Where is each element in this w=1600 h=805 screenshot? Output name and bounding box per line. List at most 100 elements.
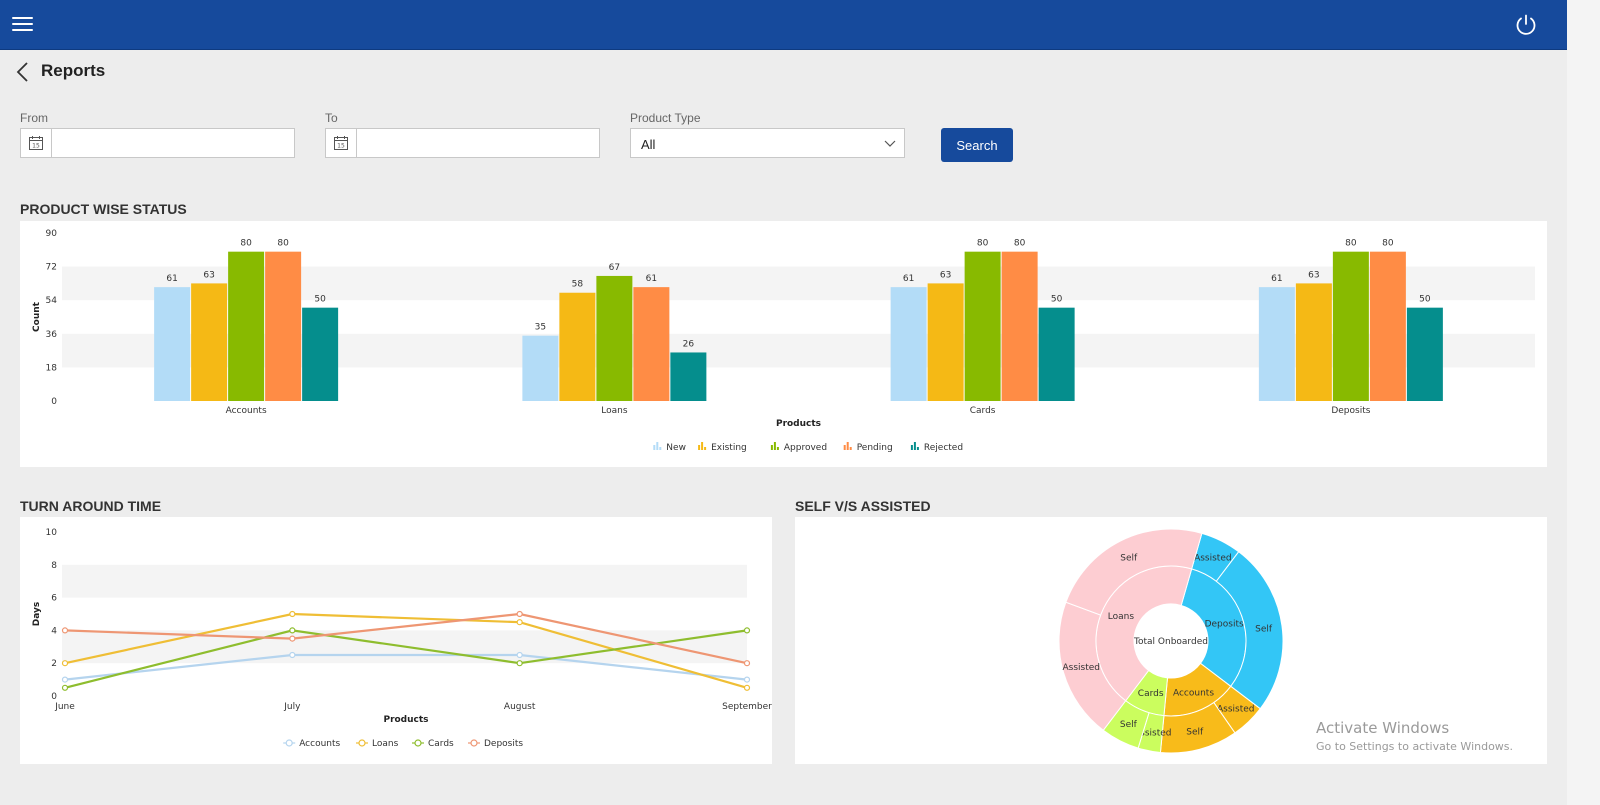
legend-item: Accounts <box>299 739 340 749</box>
data-label: 61 <box>903 274 914 284</box>
data-label: 50 <box>1419 295 1431 305</box>
data-point <box>61 627 69 634</box>
data-point <box>516 660 523 667</box>
outer-segment-self <box>1065 528 1203 616</box>
activate-windows-title: Activate Windows <box>1316 719 1450 737</box>
legend-icon <box>412 739 424 747</box>
activate-windows-subtitle: Go to Settings to activate Windows. <box>1316 740 1514 753</box>
x-tick-label: August <box>504 702 536 712</box>
data-label: 67 <box>609 263 620 273</box>
legend-icon <box>653 442 662 450</box>
x-tick-label: Accounts <box>226 406 267 416</box>
data-point <box>289 610 296 618</box>
y-tick-label: 4 <box>51 626 57 636</box>
y-tick-label: 54 <box>46 296 58 306</box>
from-date-field[interactable]: 15 <box>20 128 295 158</box>
bar-new <box>154 287 191 401</box>
bar-new <box>890 287 927 401</box>
data-point <box>516 651 523 659</box>
bar-pending <box>1369 251 1406 401</box>
page-title: Reports <box>41 61 106 80</box>
series-line-loans <box>64 612 748 689</box>
y-tick-label: 2 <box>51 659 57 669</box>
self-vs-assisted-title: SELF V/S ASSISTED <box>795 498 931 514</box>
page-scrollbar[interactable] <box>1567 0 1600 805</box>
bar-approved <box>596 275 633 401</box>
y-tick-label: 90 <box>46 229 58 239</box>
bar-approved <box>1332 251 1369 401</box>
x-tick-label: Loans <box>601 406 628 416</box>
outer-segment-label: Self <box>1255 624 1273 634</box>
turn-around-time-title: TURN AROUND TIME <box>20 498 162 514</box>
inner-segment-label: Accounts <box>1173 688 1214 698</box>
legend-item: Rejected <box>924 443 963 453</box>
chevron-down-icon <box>884 140 896 147</box>
data-point <box>516 619 523 626</box>
data-point <box>289 651 296 659</box>
outer-segment-label: Self <box>1120 554 1138 564</box>
series-line-accounts <box>64 653 748 681</box>
y-tick-label: 36 <box>46 330 58 340</box>
product-wise-status-title: PRODUCT WISE STATUS <box>20 201 187 217</box>
center-label: Total Onboarded <box>1133 637 1208 647</box>
from-date-input[interactable] <box>52 129 294 157</box>
svg-text:15: 15 <box>337 143 345 150</box>
calendar-icon[interactable]: 15 <box>21 129 52 157</box>
outer-segment-label: Assisted <box>1062 663 1100 673</box>
bar-new <box>1258 287 1295 401</box>
legend-item: Pending <box>857 443 893 453</box>
product-type-select[interactable]: All <box>630 128 905 158</box>
data-label: 61 <box>646 274 657 284</box>
legend-icon <box>910 442 919 450</box>
bar-rejected <box>670 352 707 401</box>
back-chevron-icon[interactable] <box>13 60 33 86</box>
legend-icon <box>468 739 480 747</box>
y-tick-label: 18 <box>46 363 58 373</box>
legend-icon <box>698 442 707 450</box>
bar-existing <box>559 292 596 401</box>
outer-segment-label: Assisted <box>1134 729 1172 739</box>
outer-segment-label: Assisted <box>1217 704 1255 714</box>
y-tick-label: 0 <box>51 397 57 407</box>
x-tick-label: Deposits <box>1331 406 1370 416</box>
x-axis-label: Products <box>776 419 821 429</box>
data-label: 50 <box>1051 295 1063 305</box>
data-point <box>743 684 751 691</box>
data-point <box>289 627 296 634</box>
to-date-input[interactable] <box>357 129 599 157</box>
calendar-icon[interactable]: 15 <box>326 129 357 157</box>
data-label: 80 <box>1014 239 1026 249</box>
search-button[interactable]: Search <box>941 128 1013 162</box>
data-label: 50 <box>314 295 326 305</box>
data-point <box>61 676 69 683</box>
data-point <box>743 660 751 667</box>
data-point <box>61 660 69 667</box>
bar-pending <box>633 287 670 401</box>
bar-approved <box>228 251 265 401</box>
data-point <box>289 635 296 642</box>
data-label: 61 <box>166 274 177 284</box>
product-wise-status-panel: 0 18 36 54 72 90 Count 61 63 80 80 50 Accounts 35 58 67… <box>20 221 1547 467</box>
bar-pending <box>1001 251 1038 401</box>
power-icon[interactable] <box>1514 13 1538 37</box>
data-label: 63 <box>940 270 951 280</box>
hamburger-menu-icon[interactable] <box>12 14 34 34</box>
legend-item: Cards <box>428 739 454 749</box>
data-label: 58 <box>572 280 584 290</box>
data-point <box>516 610 523 618</box>
data-label: 80 <box>1382 239 1394 249</box>
bar-new <box>522 335 559 401</box>
y-tick-label: 6 <box>51 594 57 604</box>
legend-item: New <box>666 443 686 453</box>
x-axis-label: Products <box>383 715 428 725</box>
turn-around-time-panel: 0 2 4 6 8 10 Days June July August September Produc… <box>20 517 772 764</box>
to-date-field[interactable]: 15 <box>325 128 600 158</box>
y-axis-label: Days <box>32 602 42 627</box>
to-label: To <box>325 111 338 125</box>
bar-existing <box>191 283 228 401</box>
bar-pending <box>265 251 302 401</box>
product-type-label: Product Type <box>630 111 701 125</box>
product-type-value: All <box>641 137 656 152</box>
y-tick-label: 0 <box>51 692 57 702</box>
outer-segment-label: Self <box>1120 720 1138 730</box>
